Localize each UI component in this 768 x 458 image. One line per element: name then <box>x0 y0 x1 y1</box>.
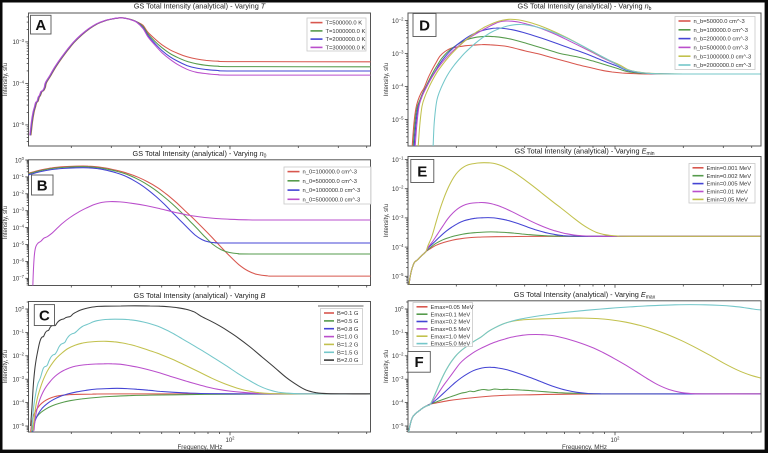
svg-text:10−5: 10−5 <box>392 422 404 430</box>
svg-text:10−6: 10−6 <box>13 257 25 265</box>
svg-text:10−5: 10−5 <box>13 121 25 129</box>
svg-text:Emax=1.0 MeV: Emax=1.0 MeV <box>431 334 471 340</box>
svg-text:GS Total Intensity (analytical: GS Total Intensity (analytical) - Varyin… <box>514 290 656 301</box>
svg-text:Emin=0.001 MeV: Emin=0.001 MeV <box>707 166 752 172</box>
svg-text:B: B <box>37 177 48 194</box>
svg-text:100: 100 <box>15 156 25 164</box>
svg-text:Emax=0.1 MeV: Emax=0.1 MeV <box>431 312 471 318</box>
svg-text:10−4: 10−4 <box>392 399 404 407</box>
svg-text:Intensity, sfu: Intensity, sfu <box>384 63 390 96</box>
svg-text:Intensity, sfu: Intensity, sfu <box>384 204 390 237</box>
svg-text:10−5: 10−5 <box>392 115 404 123</box>
svg-text:10−2: 10−2 <box>13 190 25 198</box>
svg-text:100: 100 <box>394 305 404 313</box>
svg-text:10−3: 10−3 <box>392 375 404 383</box>
svg-text:10−4: 10−4 <box>392 243 404 251</box>
svg-text:10−3: 10−3 <box>13 375 25 383</box>
svg-text:10−1: 10−1 <box>13 328 25 336</box>
svg-text:Intensity, sfu: Intensity, sfu <box>3 63 9 96</box>
svg-text:10−3: 10−3 <box>13 38 25 46</box>
svg-text:A: A <box>35 17 46 34</box>
svg-text:10−5: 10−5 <box>392 272 404 280</box>
svg-text:10−4: 10−4 <box>392 82 404 90</box>
svg-text:B=2.0 G: B=2.0 G <box>337 358 359 364</box>
svg-text:Emin=0.002 MeV: Emin=0.002 MeV <box>707 174 752 180</box>
svg-text:T=1000000.0 K: T=1000000.0 K <box>326 29 366 35</box>
svg-text:n_0=100000.0 cm^-3: n_0=100000.0 cm^-3 <box>303 170 357 176</box>
svg-text:10−4: 10−4 <box>13 399 25 407</box>
svg-text:10−2: 10−2 <box>392 352 404 360</box>
svg-text:n_b=100000.0 cm^-3: n_b=100000.0 cm^-3 <box>694 28 748 34</box>
svg-text:GS Total Intensity (analytical: GS Total Intensity (analytical) - Varyin… <box>133 149 267 160</box>
svg-text:F: F <box>415 354 424 371</box>
svg-text:n_b=500000.0 cm^-3: n_b=500000.0 cm^-3 <box>694 46 748 52</box>
svg-text:T=500000.0 K: T=500000.0 K <box>326 21 363 27</box>
svg-text:GS Total Intensity (analytical: GS Total Intensity (analytical) - Varyin… <box>518 2 652 13</box>
svg-text:B=1.0 G: B=1.0 G <box>337 335 359 341</box>
svg-text:GS Total Intensity (analytical: GS Total Intensity (analytical) - Varyin… <box>134 2 266 11</box>
svg-text:Emin=0.05 MeV: Emin=0.05 MeV <box>707 198 749 204</box>
svg-text:Emin=0.005 MeV: Emin=0.005 MeV <box>707 182 752 188</box>
svg-text:E: E <box>417 163 427 180</box>
svg-text:10−1: 10−1 <box>13 173 25 181</box>
svg-text:10−4: 10−4 <box>13 224 25 232</box>
svg-text:n_b=1000000.0 cm^-3: n_b=1000000.0 cm^-3 <box>694 54 752 60</box>
svg-text:B=1.2 G: B=1.2 G <box>337 343 359 349</box>
svg-text:Emin=0.01 MeV: Emin=0.01 MeV <box>707 190 749 196</box>
svg-text:Frequency, MHz: Frequency, MHz <box>178 444 223 451</box>
svg-text:10−3: 10−3 <box>13 207 25 215</box>
svg-text:T=3000000.0 K: T=3000000.0 K <box>326 46 366 52</box>
svg-text:n_0=5000000.0 cm^-3: n_0=5000000.0 cm^-3 <box>303 197 361 203</box>
svg-text:B=0.1 G: B=0.1 G <box>337 311 359 317</box>
svg-text:10−5: 10−5 <box>13 240 25 248</box>
svg-text:B=0.5 G: B=0.5 G <box>337 319 359 325</box>
svg-text:B=1.5 G: B=1.5 G <box>337 350 359 356</box>
svg-text:T=2000000.0 K: T=2000000.0 K <box>326 37 366 43</box>
svg-text:102: 102 <box>610 435 620 443</box>
svg-text:10−2: 10−2 <box>13 352 25 360</box>
svg-text:B=0.8 G: B=0.8 G <box>337 327 359 333</box>
svg-text:10−2: 10−2 <box>392 185 404 193</box>
svg-text:100: 100 <box>15 305 25 313</box>
svg-text:D: D <box>419 17 430 34</box>
svg-text:10−3: 10−3 <box>392 214 404 222</box>
svg-text:n_0=1000000.0 cm^-3: n_0=1000000.0 cm^-3 <box>303 188 361 194</box>
svg-text:Intensity, sfu: Intensity, sfu <box>384 350 390 383</box>
svg-text:Emax=0.2 MeV: Emax=0.2 MeV <box>431 320 471 326</box>
svg-text:10−5: 10−5 <box>13 422 25 430</box>
svg-text:GS Total Intensity (analytical: GS Total Intensity (analytical) - Varyin… <box>514 147 654 158</box>
svg-text:10−2: 10−2 <box>392 16 404 24</box>
svg-text:Emax=0.5 MeV: Emax=0.5 MeV <box>431 327 471 333</box>
svg-text:10−1: 10−1 <box>392 328 404 336</box>
svg-text:n_b=200000.0 cm^-3: n_b=200000.0 cm^-3 <box>694 37 748 43</box>
svg-text:Intensity, sfu: Intensity, sfu <box>3 350 9 383</box>
svg-text:n_0=500000.0 cm^-3: n_0=500000.0 cm^-3 <box>303 179 357 185</box>
svg-text:10−4: 10−4 <box>13 79 25 87</box>
svg-text:10−7: 10−7 <box>13 274 25 282</box>
svg-text:n_b=2000000.0 cm^-3: n_b=2000000.0 cm^-3 <box>694 63 752 69</box>
svg-text:Emax=0.05 MeV: Emax=0.05 MeV <box>431 305 474 311</box>
svg-text:10−3: 10−3 <box>392 49 404 57</box>
svg-text:102: 102 <box>225 435 235 443</box>
svg-text:Frequency, MHz: Frequency, MHz <box>562 444 607 451</box>
svg-text:C: C <box>39 307 50 324</box>
svg-text:n_b=50000.0 cm^-3: n_b=50000.0 cm^-3 <box>694 19 745 25</box>
svg-text:10−1: 10−1 <box>392 155 404 163</box>
svg-text:Emax=5.0 MeV: Emax=5.0 MeV <box>431 342 471 348</box>
svg-text:Intensity, sfu: Intensity, sfu <box>3 206 9 239</box>
svg-text:GS Total Intensity (analytical: GS Total Intensity (analytical) - Varyin… <box>134 291 266 300</box>
